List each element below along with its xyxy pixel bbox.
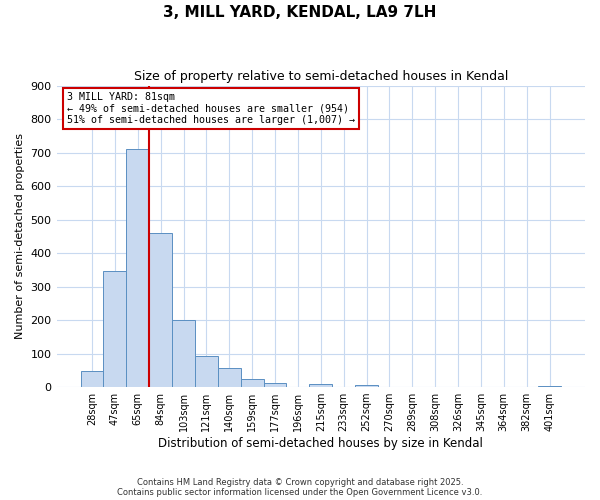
Bar bbox=[538, 386, 561, 387]
Bar bbox=[310, 384, 332, 387]
X-axis label: Distribution of semi-detached houses by size in Kendal: Distribution of semi-detached houses by … bbox=[158, 437, 483, 450]
Bar bbox=[149, 233, 172, 387]
Bar bbox=[218, 368, 241, 387]
Title: Size of property relative to semi-detached houses in Kendal: Size of property relative to semi-detach… bbox=[134, 70, 508, 83]
Bar bbox=[263, 383, 286, 387]
Bar bbox=[195, 356, 218, 387]
Bar bbox=[103, 272, 127, 387]
Text: 3, MILL YARD, KENDAL, LA9 7LH: 3, MILL YARD, KENDAL, LA9 7LH bbox=[163, 5, 437, 20]
Bar bbox=[127, 149, 149, 387]
Bar bbox=[241, 378, 263, 387]
Text: Contains HM Land Registry data © Crown copyright and database right 2025.
Contai: Contains HM Land Registry data © Crown c… bbox=[118, 478, 482, 497]
Text: 3 MILL YARD: 81sqm
← 49% of semi-detached houses are smaller (954)
51% of semi-d: 3 MILL YARD: 81sqm ← 49% of semi-detache… bbox=[67, 92, 355, 125]
Bar bbox=[355, 386, 378, 387]
Bar bbox=[172, 320, 195, 387]
Bar bbox=[80, 371, 103, 387]
Y-axis label: Number of semi-detached properties: Number of semi-detached properties bbox=[15, 134, 25, 340]
